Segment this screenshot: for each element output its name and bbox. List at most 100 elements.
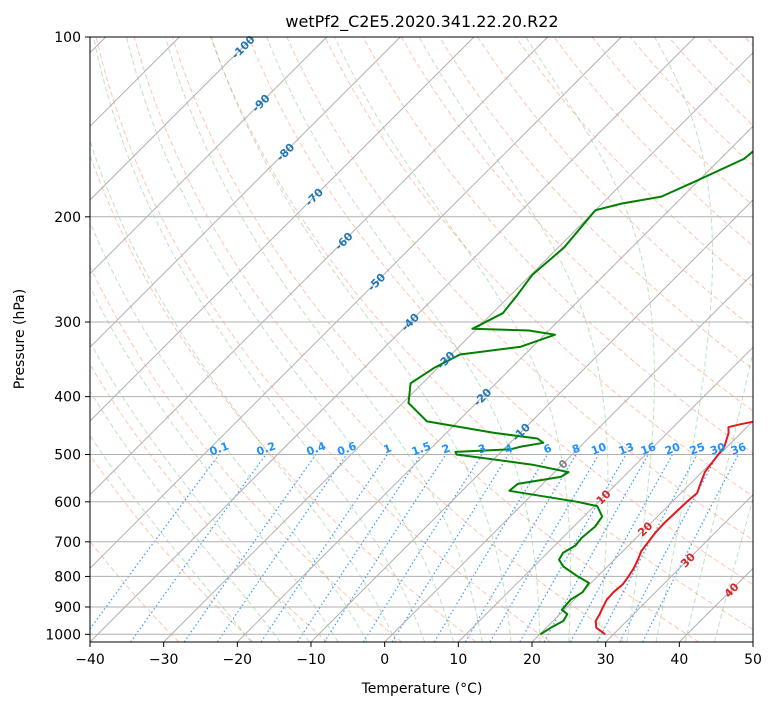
x-tick-label: 40 xyxy=(670,652,688,668)
isotherm-line xyxy=(531,420,753,642)
y-tick-label: 900 xyxy=(54,600,81,616)
moist-adiabat xyxy=(90,220,368,642)
mixing-ratio-label: 1.5 xyxy=(410,440,433,459)
isotherm-line xyxy=(90,37,696,642)
mixing-ratio-label: 0.4 xyxy=(305,439,328,458)
mixing-ratio-label: 4 xyxy=(503,441,515,456)
moist-adiabat xyxy=(210,37,512,642)
mixing-ratio-line xyxy=(596,454,698,642)
y-tick-label: 600 xyxy=(54,495,81,511)
mixing-ratio-label: 36 xyxy=(729,440,748,458)
mixing-ratio-label: 13 xyxy=(617,440,636,457)
moist-adiabat xyxy=(266,37,541,642)
isotherm-line xyxy=(90,37,475,422)
moist-adiabat xyxy=(90,434,252,642)
dry-adiabat xyxy=(324,37,753,498)
y-tick-label: 800 xyxy=(54,569,81,585)
isotherm-line xyxy=(90,37,549,496)
mixing-ratio-line xyxy=(569,454,673,642)
x-tick-label: 10 xyxy=(449,652,467,668)
moist-adiabat xyxy=(90,286,339,642)
x-tick-label: −10 xyxy=(296,652,326,668)
x-tick-label: −20 xyxy=(223,652,253,668)
mixing-ratio-line xyxy=(489,454,600,642)
dry-adiabat xyxy=(438,37,753,370)
isotherm-line xyxy=(457,346,753,642)
dry-adiabat xyxy=(515,37,753,288)
mixing-ratio-line xyxy=(130,454,267,642)
isotherm-line xyxy=(90,37,328,275)
x-axis-label: Temperature (°C) xyxy=(361,681,483,697)
plot-frame xyxy=(89,36,754,643)
moist-adiabat xyxy=(684,349,753,642)
dewpoint-profile xyxy=(407,150,753,636)
moist-adiabat xyxy=(164,37,483,642)
dry-adiabat xyxy=(95,37,551,642)
mixing-ratio-label: 8 xyxy=(570,442,582,457)
dry-adiabat xyxy=(210,37,753,631)
dry-adiabat xyxy=(248,37,753,586)
moist-adiabat xyxy=(92,37,426,642)
mixing-ratio-label: 3 xyxy=(476,442,488,457)
x-tick-label: 50 xyxy=(744,652,762,668)
mixing-ratio-label: 2 xyxy=(440,442,452,457)
isotherm-line xyxy=(384,272,753,642)
mixing-ratio-label: 30 xyxy=(708,440,727,458)
x-tick-label: −40 xyxy=(75,652,105,668)
temperature-profile xyxy=(594,375,753,636)
isotherm-line xyxy=(605,493,753,642)
mixing-ratio-line xyxy=(323,454,447,642)
y-tick-label: 700 xyxy=(54,535,81,551)
mixing-ratio-label: 6 xyxy=(542,441,554,456)
y-tick-label: 100 xyxy=(54,30,81,46)
moist-adiabat xyxy=(525,37,656,642)
x-tick-label: 0 xyxy=(380,652,389,668)
moist-adiabat xyxy=(654,37,713,642)
x-tick-label: 20 xyxy=(523,652,541,668)
isotherm-line xyxy=(90,37,622,570)
dry-adiabat xyxy=(90,540,180,642)
y-axis-label: Pressure (hPa) xyxy=(12,289,28,389)
dry-adiabat xyxy=(90,453,254,642)
isotherm-line xyxy=(90,37,401,349)
isotherm-line xyxy=(90,37,254,201)
dry-adiabat xyxy=(133,37,625,642)
dry-adiabat xyxy=(362,37,753,455)
y-tick-label: 400 xyxy=(54,390,81,406)
dry-adiabat xyxy=(400,37,753,412)
moist-adiabat xyxy=(90,138,397,642)
mixing-ratio-label: 0.1 xyxy=(208,440,231,459)
mixing-ratio-line xyxy=(296,454,422,642)
mixing-ratio-label: 0.6 xyxy=(335,439,358,458)
moist-adiabat xyxy=(714,497,753,642)
mixing-ratio-label: 10 xyxy=(589,440,608,458)
mixing-ratio-line xyxy=(260,454,388,642)
mixing-ratio-line xyxy=(90,454,220,630)
y-tick-label: 300 xyxy=(54,315,81,331)
dry-adiabat xyxy=(171,37,700,642)
x-tick-label: 30 xyxy=(597,652,615,668)
mixing-ratio-label: 0.2 xyxy=(255,440,278,459)
dry-adiabat xyxy=(90,363,328,642)
dry-adiabat xyxy=(90,265,403,642)
mixing-ratio-line xyxy=(216,454,348,642)
mixing-ratio-line xyxy=(433,454,549,642)
y-tick-label: 200 xyxy=(54,210,81,226)
mixing-ratio-line xyxy=(183,454,317,642)
mixing-ratio-label: 1 xyxy=(382,442,394,457)
mixing-ratio-label: 16 xyxy=(639,440,658,458)
mixing-ratio-label: 25 xyxy=(688,440,707,457)
moist-adiabat xyxy=(90,341,310,642)
dry-adiabat xyxy=(90,153,477,642)
x-tick-label: −30 xyxy=(149,652,179,668)
chart-title: wetPf2_C2E5.2020.341.22.20.R22 xyxy=(285,12,558,32)
mixing-ratio-label: 20 xyxy=(663,440,682,458)
axes: −40 −30 −20 −10 0 10 20 30 40 5010020030040050060… xyxy=(45,30,762,668)
moist-adiabat xyxy=(418,37,609,642)
profile-lines xyxy=(407,150,753,636)
y-tick-label: 1000 xyxy=(45,627,81,643)
isotherm-line xyxy=(310,199,753,642)
y-tick-label: 500 xyxy=(54,448,81,464)
isotherm-line xyxy=(163,51,753,642)
